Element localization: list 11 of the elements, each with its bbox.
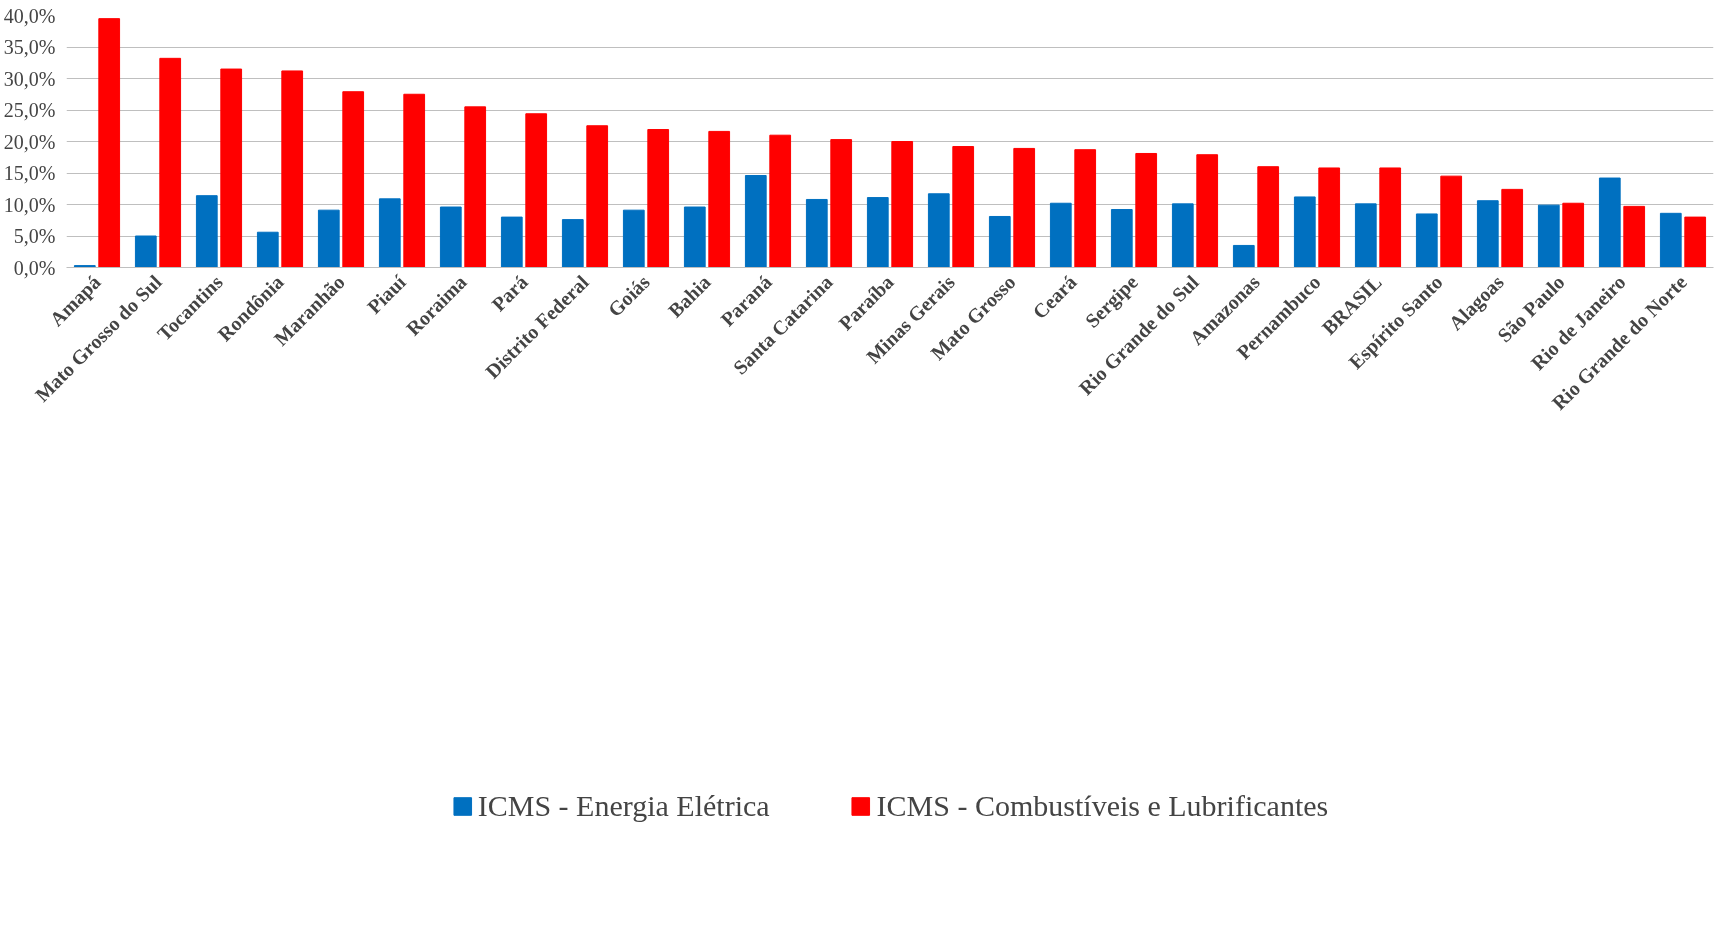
y-tick-label: 25,0% — [3, 99, 56, 121]
y-tick-label: 0,0% — [13, 256, 56, 279]
y-tick-label: 5,0% — [13, 225, 56, 247]
y-tick-label: 40,0% — [3, 4, 56, 27]
legend-label: ICMS - Combustíveis e Lubrificantes — [876, 788, 1329, 823]
y-tick-label: 20,0% — [3, 130, 56, 153]
y-tick-label: 10,0% — [3, 193, 56, 216]
y-tick-label: 35,0% — [3, 36, 56, 58]
legend-label: ICMS - Energia Elétrica — [477, 788, 770, 823]
y-tick-label: 30,0% — [3, 67, 56, 90]
y-tick-label: 15,0% — [3, 162, 56, 184]
